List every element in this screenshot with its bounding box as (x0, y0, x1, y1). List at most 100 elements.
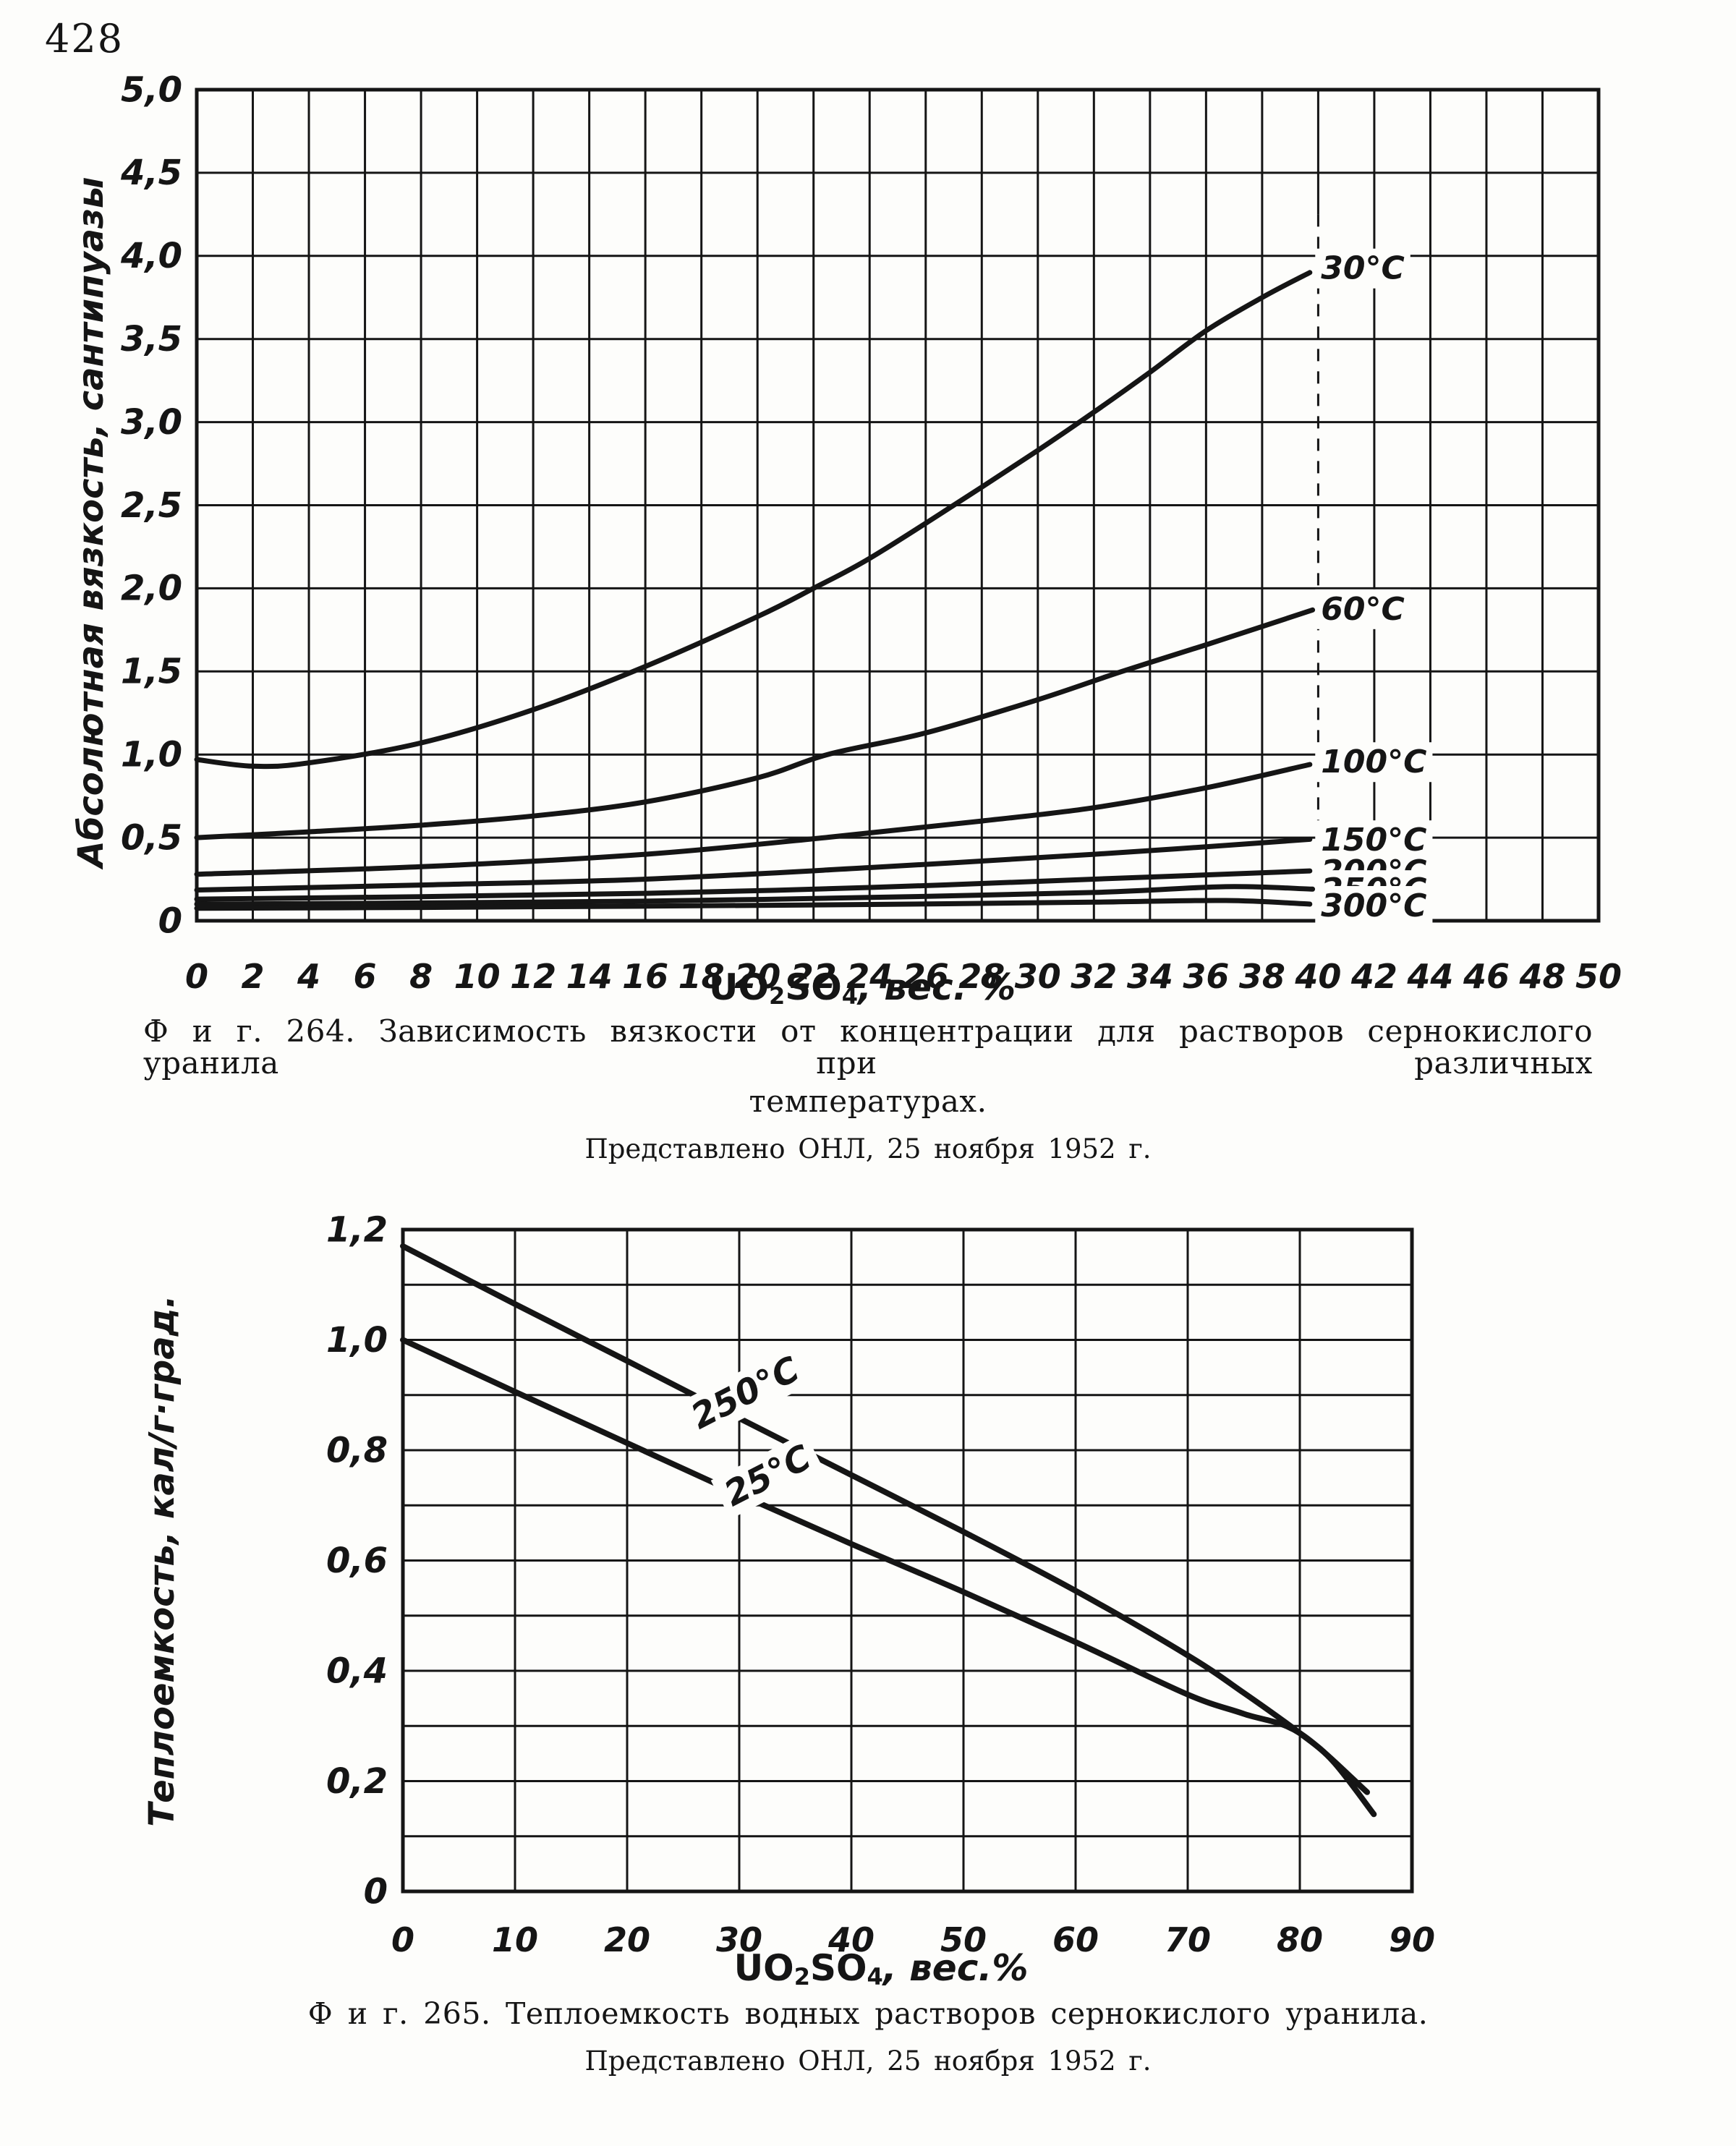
fig264-curve-30°C (194, 270, 1313, 770)
fig264-frame (195, 88, 1601, 923)
y-tick-label: 2,5 (121, 485, 182, 526)
y-tick-label: 4,0 (120, 236, 182, 276)
fig264-x-axis-formula: UO (708, 966, 769, 1008)
fig264-plot: 30°C60°C100°C150°C200°C250°C300°C0246810… (120, 69, 1622, 996)
fig265-x-axis-formula: UO (733, 1947, 794, 1989)
fig264-caption: Ф и г. 264. Зависимость вязкости от конц… (143, 1015, 1593, 1164)
x-tick-label: 0 (391, 1920, 414, 1959)
fig264-caption-line1: Ф и г. 264. Зависимость вязкости от конц… (143, 1013, 1593, 1081)
x-tick-label: 46 (1463, 957, 1510, 996)
x-tick-label: 10 (454, 957, 501, 996)
x-tick-label: 90 (1389, 1920, 1435, 1959)
fig264-curve-250°C (194, 884, 1316, 907)
x-tick-label: 44 (1406, 957, 1453, 996)
y-tick-label: 1,2 (326, 1209, 388, 1250)
fig264-tick-labels: 0 2 4 6 8 10 12 14 16 18 20 22 24 26 28 30 32 34 36 38 40 42 4… (120, 69, 1622, 996)
fig264-curve-60°C (194, 607, 1316, 840)
fig265-caption-line1: Ф и г. 265. Теплоемкость водных растворо… (307, 1996, 1429, 2031)
x-tick-label: 36 (1183, 957, 1229, 996)
fig264-curve-100°C (194, 762, 1313, 877)
curve-label-bg (1315, 589, 1410, 629)
fig264-curve-150°C (194, 836, 1313, 893)
y-tick-label: 0,6 (326, 1541, 388, 1581)
fig264-y-axis-title: Абсолютная вязкость, сантипуазы (71, 176, 111, 868)
x-tick-label: 32 (1071, 957, 1117, 996)
fig264-x-axis-formula2: SO (785, 966, 842, 1008)
curve-label-bg (710, 1432, 825, 1520)
fig265-x-axis-units: , вес.% (882, 1947, 1029, 1989)
curve-label-group: 250°C (677, 1344, 813, 1442)
x-tick-label: 60 (1052, 1920, 1099, 1959)
curve-label: 25°C (718, 1437, 818, 1515)
fig265-grid (403, 1230, 1412, 1891)
curve-label-bg (1315, 886, 1433, 927)
fig265-curve-25°C (400, 1337, 1370, 1795)
fig265-caption: Ф и г. 265. Теплоемкость водных растворо… (217, 1996, 1519, 2077)
x-tick-label: 16 (622, 957, 668, 996)
fig265-frame (401, 1227, 1414, 1894)
y-tick-label: 0 (364, 1871, 388, 1912)
y-tick-label: 4,5 (120, 153, 182, 193)
curve-label: 100°C (1321, 744, 1426, 780)
x-tick-label: 22 (791, 957, 837, 996)
x-tick-label: 24 (846, 957, 893, 996)
x-tick-label: 14 (566, 957, 613, 996)
y-tick-label: 0,4 (326, 1651, 388, 1691)
x-tick-label: 2 (242, 957, 265, 996)
y-tick-label: 3,0 (121, 402, 182, 443)
x-tick-label: 40 (827, 1920, 875, 1959)
x-tick-label: 20 (734, 957, 780, 996)
fig264-x-axis-sub2: 2 (768, 982, 786, 1010)
y-tick-label: 5,0 (121, 69, 182, 110)
x-tick-label: 18 (678, 957, 725, 996)
fig265-x-axis-formula2: SO (809, 1947, 867, 1989)
x-tick-label: 48 (1518, 957, 1565, 996)
x-tick-label: 20 (604, 1920, 650, 1959)
y-tick-label: 0 (158, 900, 182, 941)
x-tick-label: 0 (185, 957, 208, 996)
fig265-curve-250°C (400, 1243, 1377, 1818)
x-tick-label: 50 (940, 1920, 987, 1959)
x-tick-label: 70 (1165, 1920, 1211, 1959)
fig264-x-axis-title: UO2SO4, вес. % (709, 966, 1016, 1008)
fig265-x-axis-sub2: 2 (793, 1962, 810, 1990)
x-tick-label: 30 (716, 1920, 762, 1959)
curve-label: 300°C (1321, 887, 1426, 924)
fig264-curve-300°C (194, 898, 1313, 911)
curve-label-bg (1315, 742, 1433, 783)
fig265-x-axis-title: UO2SO4, вес.% (734, 1947, 1029, 1989)
x-tick-label: 34 (1127, 957, 1173, 996)
fig265-tick-labels: 0 10 20 30 40 50 60 70 80 90 0 0,2 0,4 0,6 0,8 1,0 1,2 (326, 1209, 1435, 1959)
fig265-curve-labels: 250°C25°C (677, 1344, 825, 1520)
fig265-caption-credit: Представлено ОНЛ, 25 ноября 1952 г. (584, 2045, 1152, 2077)
x-tick-label: 12 (510, 957, 556, 996)
fig264-caption-credit: Представлено ОНЛ, 25 ноября 1952 г. (584, 1133, 1152, 1165)
y-tick-label: 1,5 (121, 652, 182, 692)
curve-label: 60°C (1321, 591, 1405, 628)
x-tick-label: 42 (1350, 957, 1397, 996)
fig264-caption-line2: температурах. (749, 1083, 987, 1120)
x-tick-label: 38 (1239, 957, 1285, 996)
fig265-y-axis-title: Теплоемкость, кал/г·град. (142, 1295, 182, 1827)
y-tick-label: 0,5 (121, 817, 182, 858)
page-number: 428 (45, 16, 124, 61)
x-tick-label: 4 (297, 957, 320, 996)
fig264-curves (194, 270, 1316, 911)
curve-label-bg (1315, 248, 1410, 289)
x-tick-label: 26 (903, 957, 949, 996)
x-tick-label: 6 (354, 957, 377, 996)
fig265-plot: 250°C25°C 0 10 20 30 40 50 60 70 80 90 0 0,2 0,4 0,6 0,… (326, 1209, 1435, 1959)
fig264-curve-200°C (194, 868, 1313, 902)
curve-label: 30°C (1321, 250, 1405, 287)
fig265-curves (400, 1243, 1377, 1818)
x-tick-label: 80 (1277, 1920, 1323, 1959)
y-tick-label: 1,0 (326, 1320, 388, 1361)
fig264-x-axis-units: , вес. % (858, 966, 1016, 1008)
x-tick-label: 40 (1294, 957, 1341, 996)
fig265-x-axis-sub4: 4 (867, 1962, 883, 1990)
y-tick-label: 0,8 (326, 1430, 388, 1470)
y-tick-label: 1,0 (121, 735, 182, 775)
